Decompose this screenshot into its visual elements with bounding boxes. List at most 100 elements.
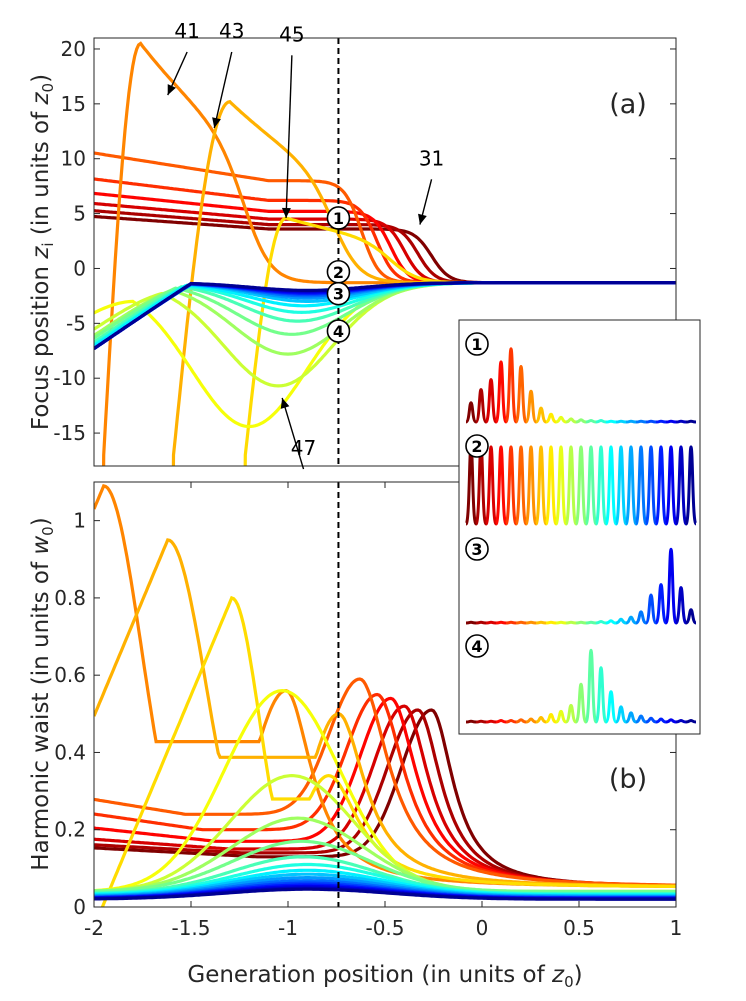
inset-peak bbox=[524, 389, 538, 424]
top-curves bbox=[94, 41, 676, 466]
top-ylabel-sub: i bbox=[39, 242, 57, 246]
bottom-xtick-label: -2 bbox=[84, 916, 104, 940]
inset-peak bbox=[644, 593, 658, 625]
inset-peak bbox=[494, 445, 508, 526]
inset-peak bbox=[595, 418, 607, 424]
bottom-series-line-41 bbox=[94, 677, 676, 887]
top-ylabel-unit-sub: 0 bbox=[39, 83, 57, 93]
inset-peak bbox=[564, 445, 578, 526]
inset-peak bbox=[574, 682, 588, 724]
inset-marker-circle-4 bbox=[465, 634, 489, 658]
bottom-xlabel-unit-sub: 0 bbox=[564, 973, 574, 991]
inset-peak bbox=[474, 388, 488, 424]
inset-peak bbox=[494, 360, 508, 424]
inset-peak bbox=[484, 378, 498, 424]
inset-peak bbox=[565, 703, 577, 724]
top-ylabel-unit: z bbox=[28, 92, 54, 106]
inset-peak bbox=[565, 620, 577, 625]
inset-peak bbox=[655, 419, 667, 424]
inset-peak bbox=[515, 620, 527, 625]
inset-peak bbox=[645, 419, 657, 424]
inset-peak bbox=[555, 709, 567, 724]
inset-marker-circle-2 bbox=[465, 434, 489, 458]
top-ytick-label: 20 bbox=[61, 37, 86, 61]
bottom-ylabel-end: ) bbox=[28, 517, 54, 526]
top-ylabel: Focus position zi (in units of z0) bbox=[28, 74, 57, 430]
top-ylabel-end: ) bbox=[28, 74, 54, 83]
inset-peak bbox=[504, 347, 518, 424]
top-series-line-75 bbox=[94, 281, 676, 350]
inset-peak bbox=[595, 619, 607, 625]
inset-peak bbox=[535, 620, 547, 625]
inset-peak bbox=[685, 608, 697, 625]
inset-peak bbox=[594, 666, 608, 724]
annotation-label-41: 41 bbox=[174, 19, 199, 43]
inset-peak bbox=[634, 445, 648, 526]
inset-row-2: 2 bbox=[464, 434, 698, 526]
inset-peak bbox=[604, 690, 618, 724]
bottom-xtick-label: -1 bbox=[278, 916, 298, 940]
inset-peak bbox=[505, 718, 517, 724]
top-markers: 1 2 3 4 bbox=[326, 206, 351, 343]
annotation-label-31: 31 bbox=[419, 146, 444, 170]
inset-peak bbox=[574, 445, 588, 526]
inset-peak bbox=[604, 445, 618, 526]
bottom-yticks: 0 0.2 0.4 0.6 0.8 1 bbox=[54, 509, 676, 919]
inset-peak bbox=[675, 419, 687, 424]
inset-peak bbox=[545, 712, 557, 724]
annotation-arrowhead-47 bbox=[280, 397, 290, 409]
inset-peak bbox=[635, 714, 647, 724]
inset-peak bbox=[504, 445, 518, 526]
bottom-ylabel: Harmonic waist (in units of w0) bbox=[28, 517, 57, 870]
bottom-ylabel-main: Harmonic waist (in units of bbox=[28, 555, 54, 871]
inset-peak bbox=[625, 419, 637, 424]
inset-peak bbox=[615, 419, 627, 424]
top-ytick-label: 15 bbox=[61, 92, 86, 116]
inset-peak bbox=[614, 445, 628, 526]
inset-peak bbox=[654, 583, 668, 625]
inset-peak bbox=[644, 445, 658, 526]
top-ylabel-main: Focus position bbox=[28, 259, 54, 430]
bottom-ytick-label: 0 bbox=[73, 895, 86, 919]
inset-marker-label-3: 3 bbox=[471, 540, 482, 559]
inset-peak bbox=[625, 615, 637, 625]
top-yticks: -15 -10 -5 0 5 10 15 20 bbox=[53, 37, 676, 445]
inset-marker-circle-1 bbox=[465, 332, 489, 356]
marker-label-1: 1 bbox=[333, 209, 344, 228]
inset-peak bbox=[685, 718, 697, 724]
inset-peak bbox=[535, 406, 547, 424]
inset-peak bbox=[475, 620, 487, 625]
inset-peak bbox=[615, 705, 627, 724]
marker-label-4: 4 bbox=[333, 322, 344, 341]
inset-peak bbox=[605, 419, 617, 424]
annotation-arrowhead-41 bbox=[167, 84, 176, 96]
annotation-arrowhead-45 bbox=[281, 207, 291, 218]
annotation-arrowhead-31 bbox=[418, 213, 427, 225]
inset-peak bbox=[675, 718, 687, 724]
annotation-arrow-45 bbox=[285, 55, 293, 219]
inset-peak bbox=[514, 364, 528, 424]
panel-label-b: (b) bbox=[609, 764, 647, 795]
inset-peak bbox=[545, 620, 557, 625]
bottom-ylabel-unit-sub: 0 bbox=[39, 526, 57, 536]
inset-row-4: 4 bbox=[465, 634, 697, 724]
inset-peak bbox=[525, 620, 537, 625]
inset-peak bbox=[544, 445, 558, 526]
bottom-xlabel-main: Generation position (in units of bbox=[187, 962, 552, 988]
inset-peak bbox=[674, 445, 688, 526]
inset-marker-label-4: 4 bbox=[471, 637, 482, 656]
inset-peak bbox=[534, 445, 548, 526]
top-ylabel-var: z bbox=[28, 246, 54, 260]
annotation-label-45: 45 bbox=[279, 22, 304, 46]
bottom-ytick-label: 1 bbox=[73, 509, 86, 533]
bottom-series-line-53 bbox=[94, 839, 676, 894]
bottom-xlabel-unit: z bbox=[551, 962, 565, 988]
bottom-xticks: -2 -1.5 -1 -0.5 0 0.5 1 bbox=[84, 482, 682, 940]
inset-peak bbox=[665, 419, 677, 424]
inset-peak bbox=[665, 718, 677, 724]
bottom-xtick-label: -1.5 bbox=[171, 916, 210, 940]
bottom-xtick-label: -0.5 bbox=[365, 916, 404, 940]
marker-circle-1 bbox=[326, 206, 351, 230]
inset-peak bbox=[584, 445, 598, 526]
